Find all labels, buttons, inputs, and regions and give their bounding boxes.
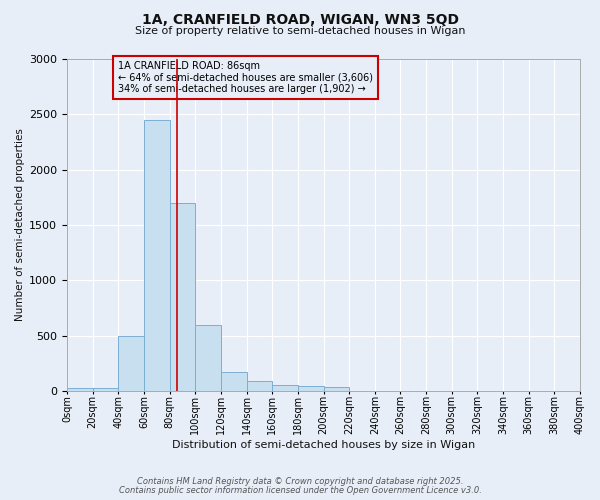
Bar <box>195 324 221 391</box>
Bar <box>118 336 144 391</box>
X-axis label: Distribution of semi-detached houses by size in Wigan: Distribution of semi-detached houses by … <box>172 440 475 450</box>
Text: 1A, CRANFIELD ROAD, WIGAN, WN3 5QD: 1A, CRANFIELD ROAD, WIGAN, WN3 5QD <box>142 12 458 26</box>
Bar <box>298 386 323 391</box>
Bar <box>92 388 118 391</box>
Bar <box>67 388 92 391</box>
Text: 1A CRANFIELD ROAD: 86sqm
← 64% of semi-detached houses are smaller (3,606)
34% o: 1A CRANFIELD ROAD: 86sqm ← 64% of semi-d… <box>118 61 373 94</box>
Text: Size of property relative to semi-detached houses in Wigan: Size of property relative to semi-detach… <box>135 26 465 36</box>
Bar <box>247 381 272 391</box>
Bar <box>144 120 170 391</box>
Y-axis label: Number of semi-detached properties: Number of semi-detached properties <box>15 128 25 322</box>
Bar <box>221 372 247 391</box>
Bar <box>170 203 195 391</box>
Bar <box>323 387 349 391</box>
Bar <box>272 386 298 391</box>
Text: Contains HM Land Registry data © Crown copyright and database right 2025.: Contains HM Land Registry data © Crown c… <box>137 477 463 486</box>
Text: Contains public sector information licensed under the Open Government Licence v3: Contains public sector information licen… <box>119 486 481 495</box>
